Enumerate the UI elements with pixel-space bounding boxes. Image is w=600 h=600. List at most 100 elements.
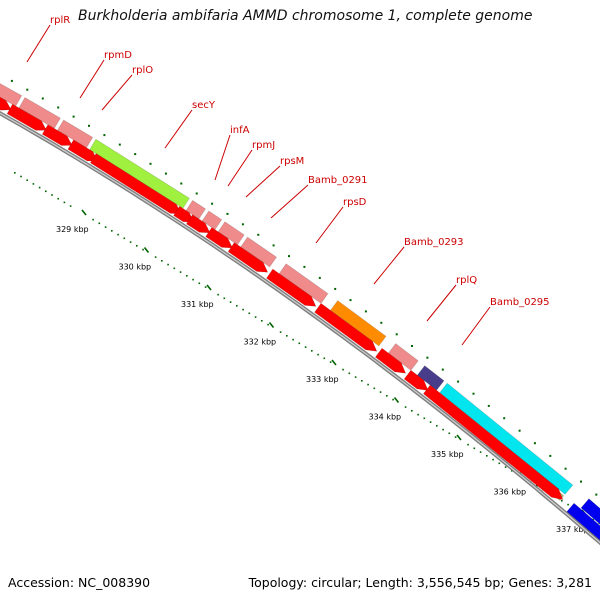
scale-tick-minor xyxy=(386,395,388,397)
leader-line xyxy=(461,306,491,346)
outer-tick xyxy=(149,162,152,165)
scale-tick-minor xyxy=(567,503,569,506)
scale-tick-minor xyxy=(492,458,494,461)
scale-tick-minor xyxy=(392,398,394,401)
leader-line xyxy=(164,109,193,149)
scale-tick-minor xyxy=(473,447,476,450)
scale-tick-major xyxy=(143,247,150,253)
scale-tick-minor xyxy=(423,417,426,420)
scale-tick-minor xyxy=(436,425,438,427)
scale-tick-minor xyxy=(379,391,382,393)
leader-line xyxy=(373,246,405,285)
cds-arrow-12 xyxy=(374,347,407,374)
outer-tick xyxy=(518,429,521,432)
scale-tick-minor xyxy=(32,183,35,185)
gene-purple-block xyxy=(416,365,445,391)
scale-tick-minor xyxy=(304,346,307,348)
scale-tick-minor xyxy=(236,305,238,307)
outer-tick xyxy=(380,321,383,324)
outer-tick xyxy=(411,345,413,347)
outer-tick xyxy=(349,299,352,302)
scale-tick-minor xyxy=(429,421,432,423)
map-title: Burkholderia ambifaria AMMD chromosome 1… xyxy=(78,8,533,24)
scale-tick-minor xyxy=(323,357,326,360)
scale-tick-minor xyxy=(117,233,119,236)
outer-tick xyxy=(395,333,398,336)
outer-tick xyxy=(487,404,490,407)
leader-line xyxy=(79,59,105,99)
scale-tick-minor xyxy=(404,406,407,408)
scale-tick-minor xyxy=(248,312,251,315)
scale-tick-minor xyxy=(417,413,419,416)
backbone xyxy=(0,110,600,546)
scale-tick-minor xyxy=(92,218,94,221)
scale-tick-major xyxy=(81,209,87,216)
scale-tick-minor xyxy=(129,241,132,243)
cds-arrow-3 xyxy=(41,124,73,146)
cds-arrow-7 xyxy=(185,214,211,234)
scale-tick-minor xyxy=(98,222,101,225)
outer-tick xyxy=(103,134,106,137)
scale-tick-minor xyxy=(179,271,182,273)
gene-label-Bamb_0295: Bamb_0295 xyxy=(490,297,550,308)
scale-tick-minor xyxy=(342,368,344,371)
scale-tick-minor xyxy=(186,275,188,277)
gene-infA-block xyxy=(185,199,207,220)
scale-tick-minor xyxy=(38,186,41,189)
scale-tick-minor xyxy=(361,380,363,382)
scale-tick-label: 335 kbp xyxy=(431,450,464,459)
gene-label-rplQ: rplQ xyxy=(456,275,477,286)
outer-tick xyxy=(318,276,321,279)
scale-tick-minor xyxy=(57,197,59,200)
leader-line xyxy=(26,24,51,63)
outer-tick xyxy=(595,493,598,496)
scale-tick-minor xyxy=(229,301,232,303)
scale-tick-minor xyxy=(154,256,157,258)
scale-tick-minor xyxy=(311,350,313,352)
outer-tick xyxy=(72,115,75,118)
outer-tick xyxy=(226,212,229,215)
scale-tick-label: 337 kbp xyxy=(556,525,589,534)
scale-tick-minor xyxy=(373,387,376,390)
scale-tick-minor xyxy=(104,226,107,228)
leader-line xyxy=(270,184,309,219)
gene-label-Bamb_0293: Bamb_0293 xyxy=(404,237,464,248)
cds-arrow-11 xyxy=(314,302,378,352)
scale-tick-minor xyxy=(279,331,282,333)
gene-label-infA: infA xyxy=(230,125,250,136)
gene-rpmJ-block xyxy=(201,210,223,231)
leader-line xyxy=(245,165,281,198)
gene-rplQ-block xyxy=(387,343,419,371)
scale-tick-major xyxy=(456,434,462,441)
gene-blue-inner-block xyxy=(566,502,600,541)
scale-tick-minor xyxy=(467,443,469,446)
gene-label-rpsM: rpsM xyxy=(280,156,304,167)
scale-tick-minor xyxy=(348,372,351,375)
outer-tick xyxy=(580,480,582,483)
scale-tick-minor xyxy=(26,179,28,181)
outer-tick xyxy=(426,356,429,359)
scale-tick-minor xyxy=(14,172,16,174)
scale-tick-minor xyxy=(20,175,22,178)
tick-marks: 329 kbp 330 kbp 331 kbp 332 kbp 333 kbp 334 k… xyxy=(10,79,600,534)
scale-tick-minor xyxy=(51,194,53,196)
scale-tick-major xyxy=(331,359,337,366)
scale-tick-minor xyxy=(192,278,194,281)
scale-tick-minor xyxy=(536,485,538,487)
cds-arrow-14 xyxy=(422,384,564,501)
gene-features xyxy=(0,82,600,541)
leader-line xyxy=(227,149,253,187)
scale-tick-minor xyxy=(292,338,294,341)
scale-tick-minor xyxy=(173,267,176,270)
outer-tick xyxy=(272,244,275,247)
outer-tick xyxy=(364,310,367,313)
scale-tick-minor xyxy=(317,353,319,356)
scale-tick-minor xyxy=(411,410,413,412)
scale-tick-minor xyxy=(479,451,482,453)
scale-tick-minor xyxy=(454,436,457,438)
cds-arrow-2 xyxy=(6,103,48,131)
outer-tick xyxy=(549,454,552,457)
scale-tick-minor xyxy=(223,297,226,300)
scale-tick-label: 332 kbp xyxy=(244,338,277,347)
